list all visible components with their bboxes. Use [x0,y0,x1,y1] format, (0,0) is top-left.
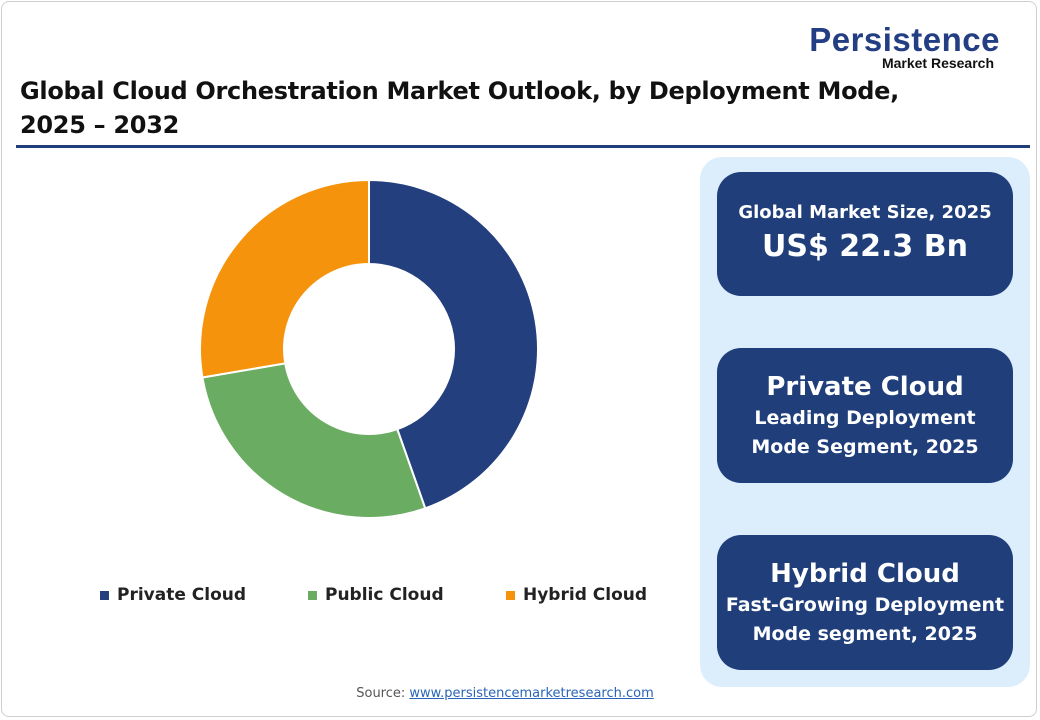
legend-label: Public Cloud [325,585,444,605]
legend-swatch [308,590,317,600]
donut-slice-public-cloud [201,362,427,519]
logo-sub: Market Research [881,55,994,71]
source-line: Source: www.persistencemarketresearch.co… [0,686,1010,701]
legend: Private Cloud Public Cloud Hybrid Cloud [0,585,700,607]
donut-slice-hybrid-cloud [199,178,370,379]
legend-item-hybrid-cloud: Hybrid Cloud [506,585,647,605]
fastest-segment-heading: Hybrid Cloud [770,558,960,589]
leading-segment-heading: Private Cloud [766,371,964,402]
fastest-segment-card: Hybrid Cloud Fast-Growing Deployment Mod… [717,535,1013,670]
logo-name: Persistence [809,21,1000,58]
legend-item-private-cloud: Private Cloud [100,585,246,605]
donut-slice-private-cloud [368,178,539,510]
donut-chart [199,178,539,519]
title-divider [16,145,1030,148]
leading-segment-card: Private Cloud Leading Deployment Mode Se… [717,348,1013,483]
chart-title: Global Cloud Orchestration Market Outloo… [20,77,899,139]
market-size-card: Global Market Size, 2025 US$ 22.3 Bn [717,172,1013,296]
market-size-label: Global Market Size, 2025 [738,202,992,223]
source-label: Source: [356,686,406,701]
fastest-segment-line1: Fast-Growing Deployment [725,593,1005,616]
leading-segment-line2: Mode Segment, 2025 [751,435,979,458]
legend-swatch [506,590,515,600]
legend-swatch [100,590,109,600]
leading-segment-line1: Leading Deployment [754,406,976,429]
source-link[interactable]: www.persistencemarketresearch.com [409,686,654,701]
fastest-segment-line2: Mode segment, 2025 [752,622,978,645]
legend-item-public-cloud: Public Cloud [308,585,444,605]
legend-label: Private Cloud [117,585,247,605]
highlights-panel: Global Market Size, 2025 US$ 22.3 Bn Pri… [700,157,1030,687]
logo: Persistence Market Research [790,21,1000,71]
market-size-value: US$ 22.3 Bn [762,229,968,264]
legend-label: Hybrid Cloud [523,585,648,605]
